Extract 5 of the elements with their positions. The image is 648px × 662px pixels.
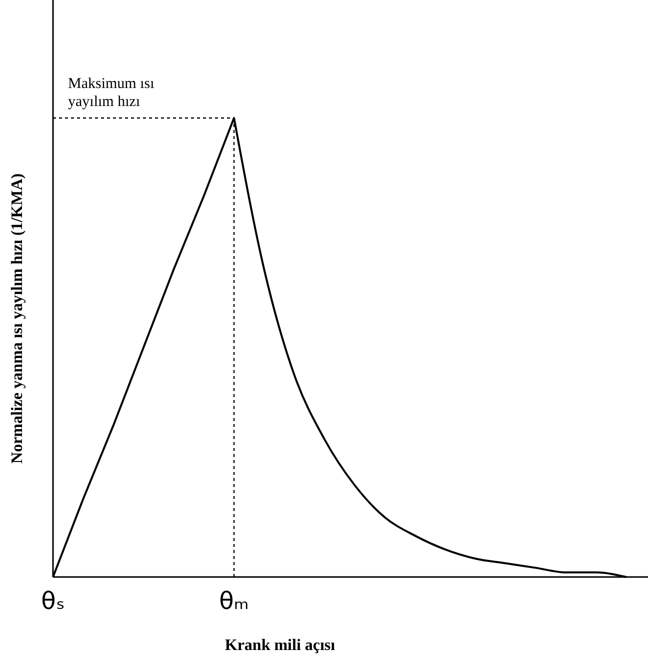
text: Maksimum ısı yayılım hızı: [68, 76, 154, 110]
x-axis-title: Krank mili açısı: [224, 637, 336, 654]
y-axis-title: Normalize yanma ısı yayılım hızı (1/KMA): [9, 173, 26, 464]
x-tick-label: θₘ: [219, 587, 249, 615]
x-tick-label: θₛ: [41, 587, 65, 615]
